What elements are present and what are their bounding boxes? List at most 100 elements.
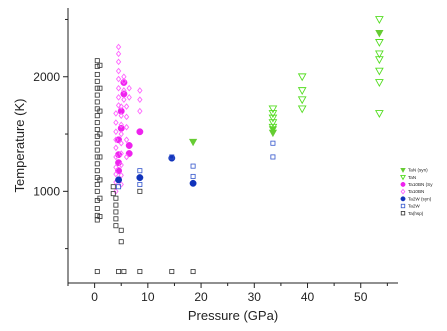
legend-marker [400,211,406,216]
data-point [113,144,119,152]
data-point [190,163,196,169]
data-point [97,195,103,201]
y-tick-label: 1000 [33,184,60,198]
data-point [136,174,144,182]
series-ta10bn [113,43,143,195]
data-point [375,30,384,38]
data-point [297,96,307,105]
data-point [268,119,278,128]
data-point [268,110,278,118]
data-point [123,123,130,131]
data-point [118,227,124,233]
data-point [117,107,125,115]
data-point [125,142,133,149]
data-point [190,173,196,179]
data-point [125,150,133,157]
data-point [115,94,122,101]
data-point [113,136,119,144]
data-point [94,168,100,174]
data-point [121,87,127,94]
data-point [113,223,119,229]
data-point [94,154,100,160]
data-point [297,87,307,96]
data-point [116,184,122,190]
data-point [297,105,307,114]
data-point [121,269,127,275]
data-point [121,78,127,85]
data-point [375,79,384,88]
data-point [118,150,124,157]
data-point [94,113,100,119]
data-point [94,58,100,64]
data-point [113,216,119,222]
axes: 0 10 20 30 40 50 1000 2000 [33,8,398,304]
data-point [115,102,122,109]
data-point [115,58,122,66]
data-point [268,105,278,114]
data-point [137,269,143,275]
data-point [297,73,307,82]
data-point [137,181,143,187]
legend-marker [400,188,406,195]
legend-label: Ta2W [408,204,420,209]
y-tick-label: 2000 [33,70,60,84]
data-point [113,202,119,208]
legend-label: Ta(hsp) [408,211,424,216]
data-point [94,181,100,187]
legend: TaN (syn) TaN Ta10BN (Sy Ta10BN Ta2W (syn) Ta… [400,168,433,216]
data-point [94,99,100,105]
legend-marker [400,196,406,202]
data-point [375,67,384,76]
data-point [94,78,100,84]
data-point [94,212,100,218]
data-point [375,39,384,47]
data-point [94,161,100,167]
data-point [97,214,103,220]
data-point [118,161,124,169]
data-point [126,84,132,92]
data-point [94,269,100,275]
data-point [115,84,122,92]
series-tan [268,16,384,132]
data-point [115,67,122,75]
data-point [113,188,119,195]
x-tick-label: 30 [248,290,262,304]
x-tick-label: 20 [194,290,208,304]
data-point [270,154,276,160]
data-point [115,43,122,51]
data-point [94,147,100,153]
legend-label: Ta10BN [408,189,424,194]
data-point [118,239,124,245]
data-point [94,120,100,126]
data-point [116,269,122,275]
data-point [121,96,127,103]
y-axis-title: Temperature (K) [12,99,27,193]
data-point [113,153,119,161]
x-axis-title: Pressure (GPa) [188,308,278,323]
data-point [113,128,119,136]
data-point [94,63,100,69]
data-point [113,110,119,117]
data-points [94,16,384,275]
data-point [118,103,124,110]
legend-label: Ta10BN (Sy [408,182,433,187]
data-point [120,79,128,86]
data-point [118,139,124,147]
series-ta2w-syn [115,154,197,187]
legend-label: TaN (syn) [408,168,428,173]
data-point [118,112,124,120]
data-point [110,184,116,190]
data-point [375,16,384,24]
legend-marker [400,181,406,187]
series-ta-hsp [94,58,196,275]
data-point [136,128,144,136]
data-point [169,154,175,160]
data-point [189,179,197,187]
data-point [123,103,130,110]
data-point [115,50,122,58]
legend-label: Ta2W (syn) [408,196,432,201]
data-point [190,269,196,275]
x-tick-label: 40 [301,290,315,304]
data-point [137,107,143,115]
